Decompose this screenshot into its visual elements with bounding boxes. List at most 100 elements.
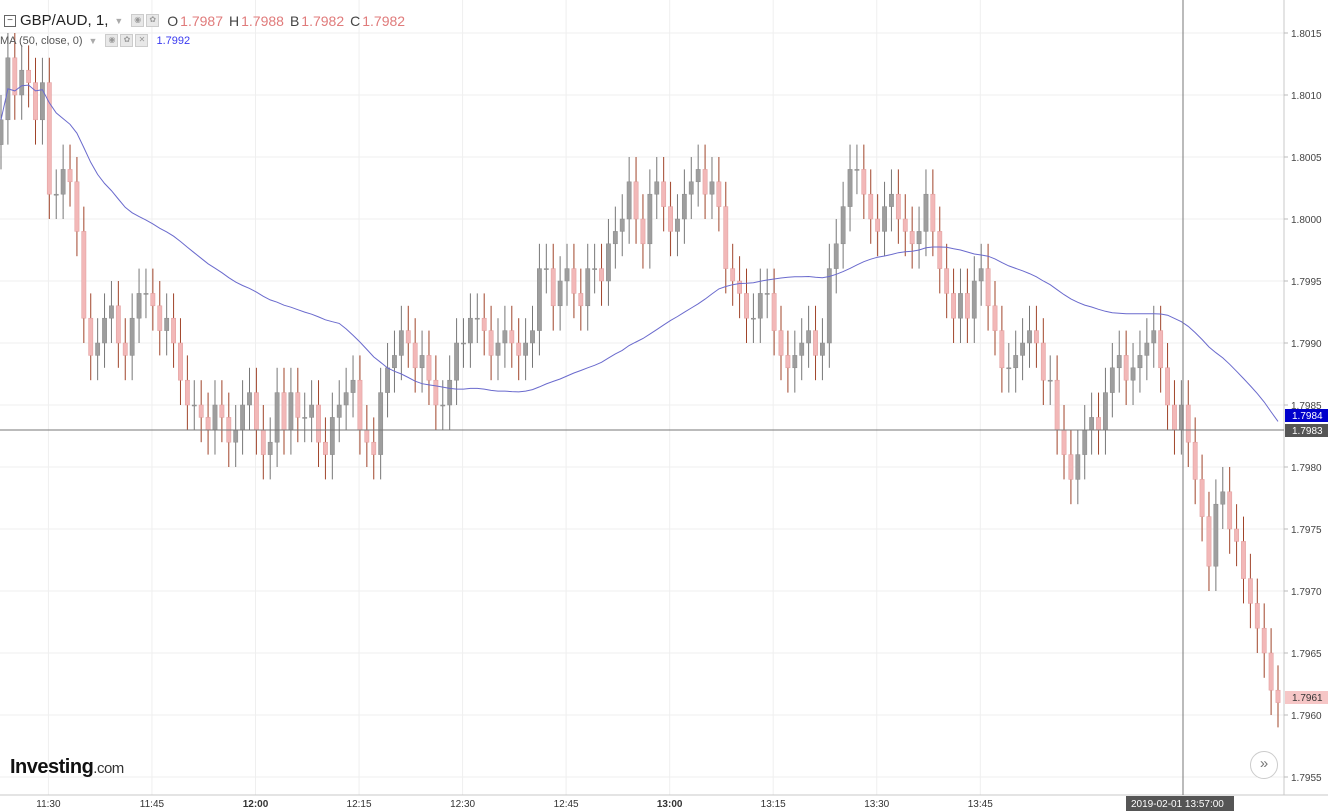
candle (847, 144, 853, 232)
open-value: 1.7987 (180, 12, 223, 29)
candle (661, 157, 667, 232)
candle-body (1082, 429, 1088, 455)
candle-body (799, 342, 805, 356)
candle (1082, 405, 1088, 480)
candle (385, 343, 390, 418)
candle (392, 330, 397, 393)
candle (288, 367, 294, 455)
candle (53, 169, 59, 219)
investing-logo[interactable]: Investing.com (10, 756, 124, 779)
candle-body (219, 404, 225, 418)
candle-body (136, 293, 142, 319)
candle-body (309, 404, 315, 418)
candle (1254, 578, 1260, 653)
candle-body (716, 181, 722, 207)
candle (157, 281, 163, 356)
candle (820, 318, 825, 381)
candle (329, 392, 335, 480)
candle (737, 256, 742, 319)
candle-body (543, 268, 549, 270)
x-tick-label: 13:30 (864, 799, 889, 810)
candle-body (771, 293, 777, 331)
candle-body (281, 392, 287, 431)
candle (806, 305, 812, 368)
candle (778, 305, 784, 381)
candle-body (1220, 491, 1226, 505)
y-tick-label: 1.8015 (1291, 29, 1322, 40)
close-icon[interactable]: ✕ (135, 34, 149, 47)
scroll-right-button[interactable]: » (1250, 751, 1278, 779)
candle-body (254, 392, 259, 431)
candle-body (1040, 342, 1046, 381)
candle-body (633, 181, 639, 220)
symbol-label[interactable]: GBP/AUD, 1, (20, 12, 109, 29)
candle (371, 417, 377, 480)
bid-label: B (289, 12, 300, 29)
candle (530, 305, 535, 368)
candle (219, 380, 225, 443)
candle (1165, 343, 1170, 430)
candle (723, 181, 729, 294)
candle-body (1137, 355, 1143, 369)
close-label: C (350, 12, 361, 29)
eye-icon[interactable]: ◉ (131, 14, 145, 27)
candle-body (668, 206, 673, 232)
chevron-down-icon[interactable]: ▼ (88, 35, 98, 46)
chevron-down-icon[interactable]: ▼ (114, 15, 124, 26)
candle-body (247, 392, 252, 406)
close-value: 1.7982 (362, 12, 406, 29)
candle (716, 157, 722, 232)
candle-body (26, 69, 32, 83)
candle-body (1213, 503, 1219, 567)
eye-icon[interactable]: ◉ (105, 34, 119, 47)
candle-body (1151, 330, 1157, 344)
candle-body (840, 206, 846, 245)
candle (1261, 603, 1267, 678)
candle (60, 144, 66, 219)
y-tick-label: 1.8010 (1291, 91, 1322, 102)
candle-body (723, 206, 729, 269)
candle (433, 355, 439, 430)
candle-body (1103, 392, 1108, 431)
candle (74, 157, 80, 257)
candle-body (681, 193, 687, 220)
candle (109, 281, 114, 343)
candle-body (33, 82, 38, 121)
candle-body (1075, 454, 1081, 480)
gear-icon[interactable]: ✿ (120, 34, 134, 47)
ma-label[interactable]: MA (50, close, 0) (0, 34, 83, 47)
candle-body (240, 404, 245, 431)
candle (640, 194, 646, 269)
candle (461, 318, 466, 368)
gear-icon[interactable]: ✿ (146, 14, 160, 27)
ma-marker-label: 1.7984 (1292, 411, 1323, 422)
candle-body (171, 317, 176, 344)
candle (1213, 479, 1219, 591)
candle (585, 243, 591, 331)
candle (1075, 429, 1081, 505)
candle-body (820, 342, 825, 356)
y-tick-label: 1.8005 (1291, 153, 1322, 164)
candle (178, 318, 183, 405)
candle (323, 417, 328, 480)
candle-body (792, 355, 798, 369)
candle-body (654, 181, 660, 195)
candle (930, 169, 936, 257)
candle (171, 293, 176, 368)
candle-body (405, 330, 411, 344)
y-axis-ticks: 1.8015 1.8010 1.8005 1.8000 1.7995 1.7990 1.79… (1284, 29, 1322, 784)
collapse-icon[interactable]: − (4, 14, 16, 27)
candle (1047, 355, 1053, 405)
candle (1185, 380, 1191, 467)
candle (26, 45, 32, 108)
candle (537, 243, 542, 356)
candle-body (178, 342, 183, 381)
candle (826, 243, 832, 368)
candle-body (785, 355, 791, 369)
candle-body (1275, 689, 1281, 703)
candle (543, 243, 549, 294)
candle (1144, 318, 1150, 381)
candle (102, 293, 107, 368)
